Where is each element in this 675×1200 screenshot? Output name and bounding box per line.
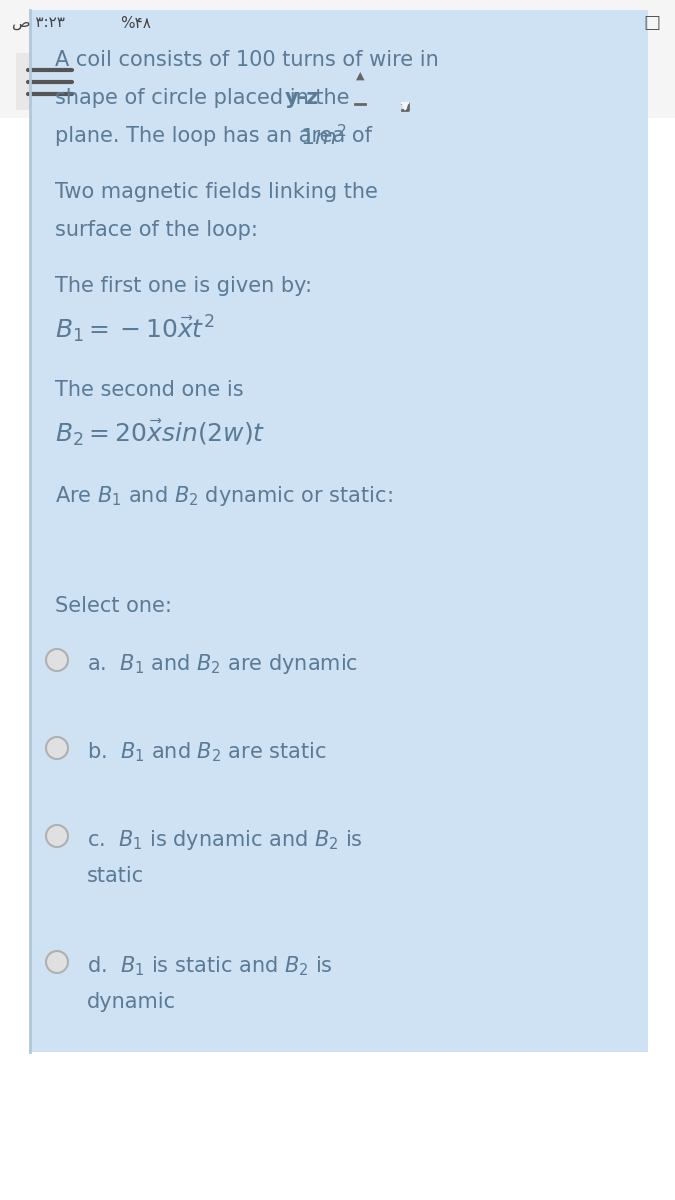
- Text: plane. The loop has an area of: plane. The loop has an area of: [55, 126, 385, 146]
- Text: The second one is: The second one is: [55, 380, 244, 400]
- Text: A coil consists of 100 turns of wire in: A coil consists of 100 turns of wire in: [55, 50, 439, 70]
- Circle shape: [46, 737, 68, 758]
- Text: $1m^2$: $1m^2$: [300, 124, 347, 149]
- Circle shape: [469, 65, 487, 83]
- Text: Two magnetic fields linking the: Two magnetic fields linking the: [55, 182, 378, 202]
- FancyBboxPatch shape: [393, 72, 433, 106]
- Text: d.  $B_1$ is static and $B_2$ is: d. $B_1$ is static and $B_2$ is: [87, 954, 333, 978]
- Text: surface of the loop:: surface of the loop:: [55, 220, 258, 240]
- FancyBboxPatch shape: [30, 10, 648, 1052]
- FancyBboxPatch shape: [0, 44, 675, 118]
- Text: $B_2 = 20\vec{x}sin(2w)t$: $B_2 = 20\vec{x}sin(2w)t$: [55, 418, 265, 449]
- Text: ▲: ▲: [356, 71, 365, 80]
- Text: a.  $B_1$ and $B_2$ are dynamic: a. $B_1$ and $B_2$ are dynamic: [87, 652, 358, 676]
- Circle shape: [46, 826, 68, 847]
- Text: b.  $B_1$ and $B_2$ are static: b. $B_1$ and $B_2$ are static: [87, 740, 327, 763]
- Polygon shape: [506, 78, 518, 90]
- Text: Are $B_1$ and $B_2$ dynamic or static:: Are $B_1$ and $B_2$ dynamic or static:: [55, 484, 393, 508]
- Polygon shape: [402, 103, 408, 110]
- Text: y-z: y-z: [284, 88, 319, 108]
- FancyBboxPatch shape: [16, 53, 84, 110]
- Text: The first one is given by:: The first one is given by:: [55, 276, 312, 296]
- Text: %۴۸: %۴۸: [120, 16, 151, 30]
- Text: ص ۳:۲۳: ص ۳:۲۳: [12, 16, 65, 30]
- Text: shape of circle placed in the: shape of circle placed in the: [55, 88, 356, 108]
- Circle shape: [454, 56, 502, 104]
- Circle shape: [46, 649, 68, 671]
- Text: static: static: [87, 866, 144, 886]
- FancyBboxPatch shape: [0, 0, 675, 44]
- Text: Select one:: Select one:: [55, 596, 172, 616]
- Text: c.  $B_1$ is dynamic and $B_2$ is: c. $B_1$ is dynamic and $B_2$ is: [87, 828, 363, 852]
- Text: dynamic: dynamic: [87, 992, 176, 1012]
- Circle shape: [46, 950, 68, 973]
- Text: $B_1 = -10\vec{x}t^2$: $B_1 = -10\vec{x}t^2$: [55, 314, 215, 346]
- Text: □: □: [643, 14, 660, 32]
